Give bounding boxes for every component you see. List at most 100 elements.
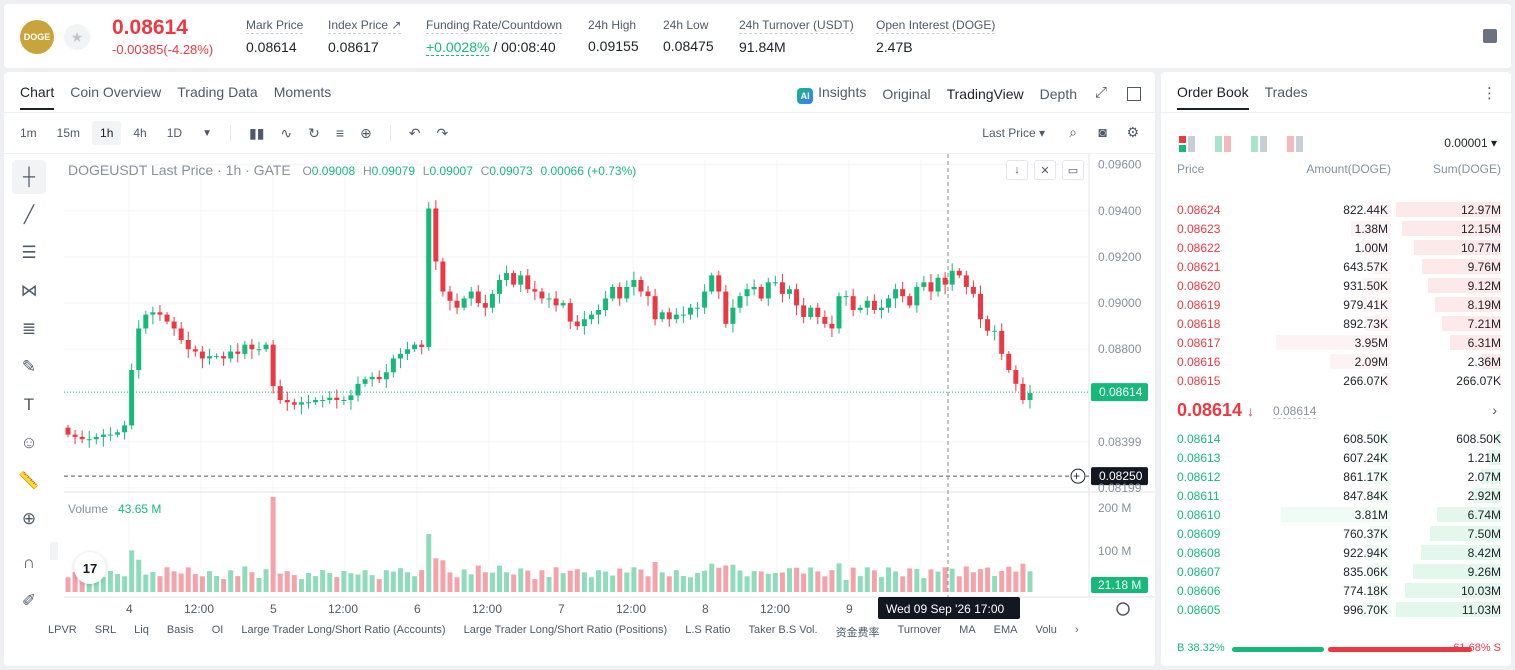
mode-both-icon[interactable] [1179,136,1195,152]
indicator-lpvr[interactable]: LPVR [48,624,77,636]
bid-row[interactable]: 0.08607 835.06K 9.26M [1161,562,1511,581]
bid-row[interactable]: 0.08611 847.84K 2.92M [1161,486,1511,505]
volume-bar [843,580,849,592]
indicator-basis[interactable]: Basis [166,624,194,636]
undo-icon[interactable]: ↶ [408,124,421,141]
search-icon[interactable]: ⌕ [1069,124,1077,140]
mid-price[interactable]: 0.08614 ↓ [1177,400,1254,421]
indicator-volu[interactable]: Volu [1035,624,1057,636]
indicators-icon[interactable]: ∿ [280,124,293,141]
ask-row[interactable]: 0.08616 2.09M 2.36M [1161,352,1511,371]
indicator-oi[interactable]: OI [211,624,224,636]
indicator-ls-ratio[interactable]: L.S Ratio [685,624,731,636]
ask-row[interactable]: 0.08618 892.73K 7.21M [1161,314,1511,333]
tab-order-book[interactable]: Order Book [1177,84,1249,110]
bid-row[interactable]: 0.08612 861.17K 2.07M [1161,467,1511,486]
mode-split-icon[interactable] [1215,136,1231,152]
tradingview-logo[interactable]: 17 [74,552,106,584]
chevron-right-icon[interactable]: › [1074,624,1079,636]
funding-rate-value[interactable]: +0.0028% [426,39,490,56]
view-depth[interactable]: Depth [1039,86,1077,102]
ask-row[interactable]: 0.08619 979.41K 8.19M [1161,295,1511,314]
ask-row[interactable]: 0.08615 266.07K 266.07K [1161,371,1511,390]
bid-row[interactable]: 0.08605 996.70K 11.03M [1161,600,1511,619]
camera-icon[interactable]: ◙ [1098,124,1107,140]
stat-label[interactable]: Open Interest (DOGE) [876,18,996,34]
view-tradingview[interactable]: TradingView [946,86,1024,102]
templates-icon[interactable]: ≡ [335,125,345,141]
replay-icon[interactable]: ↻ [308,124,320,141]
notes-icon[interactable] [1483,29,1497,43]
fullscreen-icon[interactable] [1127,87,1141,101]
pattern-tool-icon[interactable]: ⋈ [20,281,38,300]
view-insights[interactable]: AI Insights [797,84,866,104]
indicator-ema[interactable]: EMA [993,624,1018,636]
ruler-tool-icon[interactable]: 📏 [18,471,40,490]
indicator-lt-positions[interactable]: Large Trader Long/Short Ratio (Positions… [463,624,668,636]
indicator-funding-rate[interactable]: 资金费率 [835,627,880,639]
tab-moments[interactable]: Moments [273,84,332,100]
ask-row[interactable]: 0.08622 1.00M 10.77M [1161,238,1511,257]
mode-bids-icon[interactable] [1251,136,1267,152]
timeframe-4h[interactable]: 4h [133,126,147,140]
stat-label[interactable]: Funding Rate/Countdown [426,18,563,34]
magnet-tool-icon[interactable]: ∩ [22,553,36,572]
ask-row[interactable]: 0.08620 931.50K 9.12M [1161,276,1511,295]
bid-row[interactable]: 0.08610 3.81M 6.74M [1161,505,1511,524]
bid-row[interactable]: 0.08606 774.18K 10.03M [1161,581,1511,600]
toggle-layout-icon[interactable]: ▭ [1062,160,1084,180]
trendline-tool-icon[interactable]: ╱ [23,205,35,224]
zoom-tool-icon[interactable]: ⊕ [21,509,37,528]
horizontal-lines-tool-icon[interactable]: ☰ [21,243,37,262]
timeframe-dropdown-icon[interactable]: ▼ [202,127,212,139]
tab-trading-data[interactable]: Trading Data [177,84,258,100]
ask-row[interactable]: 0.08621 643.57K 9.76M [1161,257,1511,276]
collapse-icon[interactable]: ✕ [1034,160,1056,180]
indicator-liq[interactable]: Liq [134,624,149,636]
mode-asks-icon[interactable] [1287,136,1303,152]
indicator-taker-vol[interactable]: Taker B.S Vol. [748,624,818,636]
tab-coin-overview[interactable]: Coin Overview [70,84,162,100]
stat-label[interactable]: 24h Turnover (USDT) [739,18,854,34]
timeframe-1h[interactable]: 1h [92,121,122,145]
precision-select[interactable]: 0.00001 ▾ [1444,136,1497,150]
bid-row[interactable]: 0.08614 608.50K 608.50K [1161,429,1511,448]
stat-label[interactable]: Mark Price [246,18,304,34]
settings-gear-icon[interactable]: ⚙ [1126,124,1139,140]
text-tool-icon[interactable]: T [23,395,35,414]
bid-row[interactable]: 0.08608 922.94K 8.42M [1161,543,1511,562]
stat-value: 2.47B [876,39,913,55]
favorite-star-icon[interactable]: ★ [64,24,90,50]
add-indicator-icon[interactable]: ⊕ [360,124,372,141]
price-type-select[interactable]: Last Price ▾ [982,126,1045,140]
crosshair-tool-icon[interactable]: ┼ [12,160,46,194]
redo-icon[interactable]: ↷ [436,124,449,141]
pencil-lock-icon[interactable]: ✐ [21,591,37,610]
view-original[interactable]: Original [882,86,931,102]
tab-chart[interactable]: Chart [20,84,55,110]
fib-tool-icon[interactable]: ≣ [21,319,37,338]
divider [4,153,1155,154]
ask-row[interactable]: 0.08617 3.95M 6.31M [1161,333,1511,352]
indicator-turnover[interactable]: Turnover [897,624,942,636]
indicator-lt-accounts[interactable]: Large Trader Long/Short Ratio (Accounts) [241,624,446,636]
more-menu-icon[interactable]: ⋮ [1482,85,1497,102]
chevron-right-icon[interactable]: › [1492,402,1497,418]
indicator-srl[interactable]: SRL [94,624,117,636]
timeframe-1d[interactable]: 1D [166,126,183,140]
candlestick-chart[interactable]: 0.08614 + 0.08250 0.09600 0.09400 0.09200 0.09… [4,72,1155,666]
candle-type-icon[interactable]: ▮▮ [248,124,265,141]
expand-icon[interactable]: ⤢ [1094,84,1107,101]
scroll-down-icon[interactable]: ↓ [1006,160,1028,180]
ask-row[interactable]: 0.08623 1.38M 12.15M [1161,219,1511,238]
timeframe-1m[interactable]: 1m [20,126,37,140]
bid-row[interactable]: 0.08613 607.24K 1.21M [1161,448,1511,467]
indicator-ma[interactable]: MA [959,624,976,636]
ask-row[interactable]: 0.08624 822.44K 12.97M [1161,200,1511,219]
emoji-tool-icon[interactable]: ☺ [20,433,38,452]
stat-label[interactable]: Index Price ↗ [328,18,402,34]
tab-trades[interactable]: Trades [1264,84,1308,100]
timeframe-15m[interactable]: 15m [56,126,81,140]
brush-tool-icon[interactable]: ✎ [21,357,37,376]
bid-row[interactable]: 0.08609 760.37K 7.50M [1161,524,1511,543]
